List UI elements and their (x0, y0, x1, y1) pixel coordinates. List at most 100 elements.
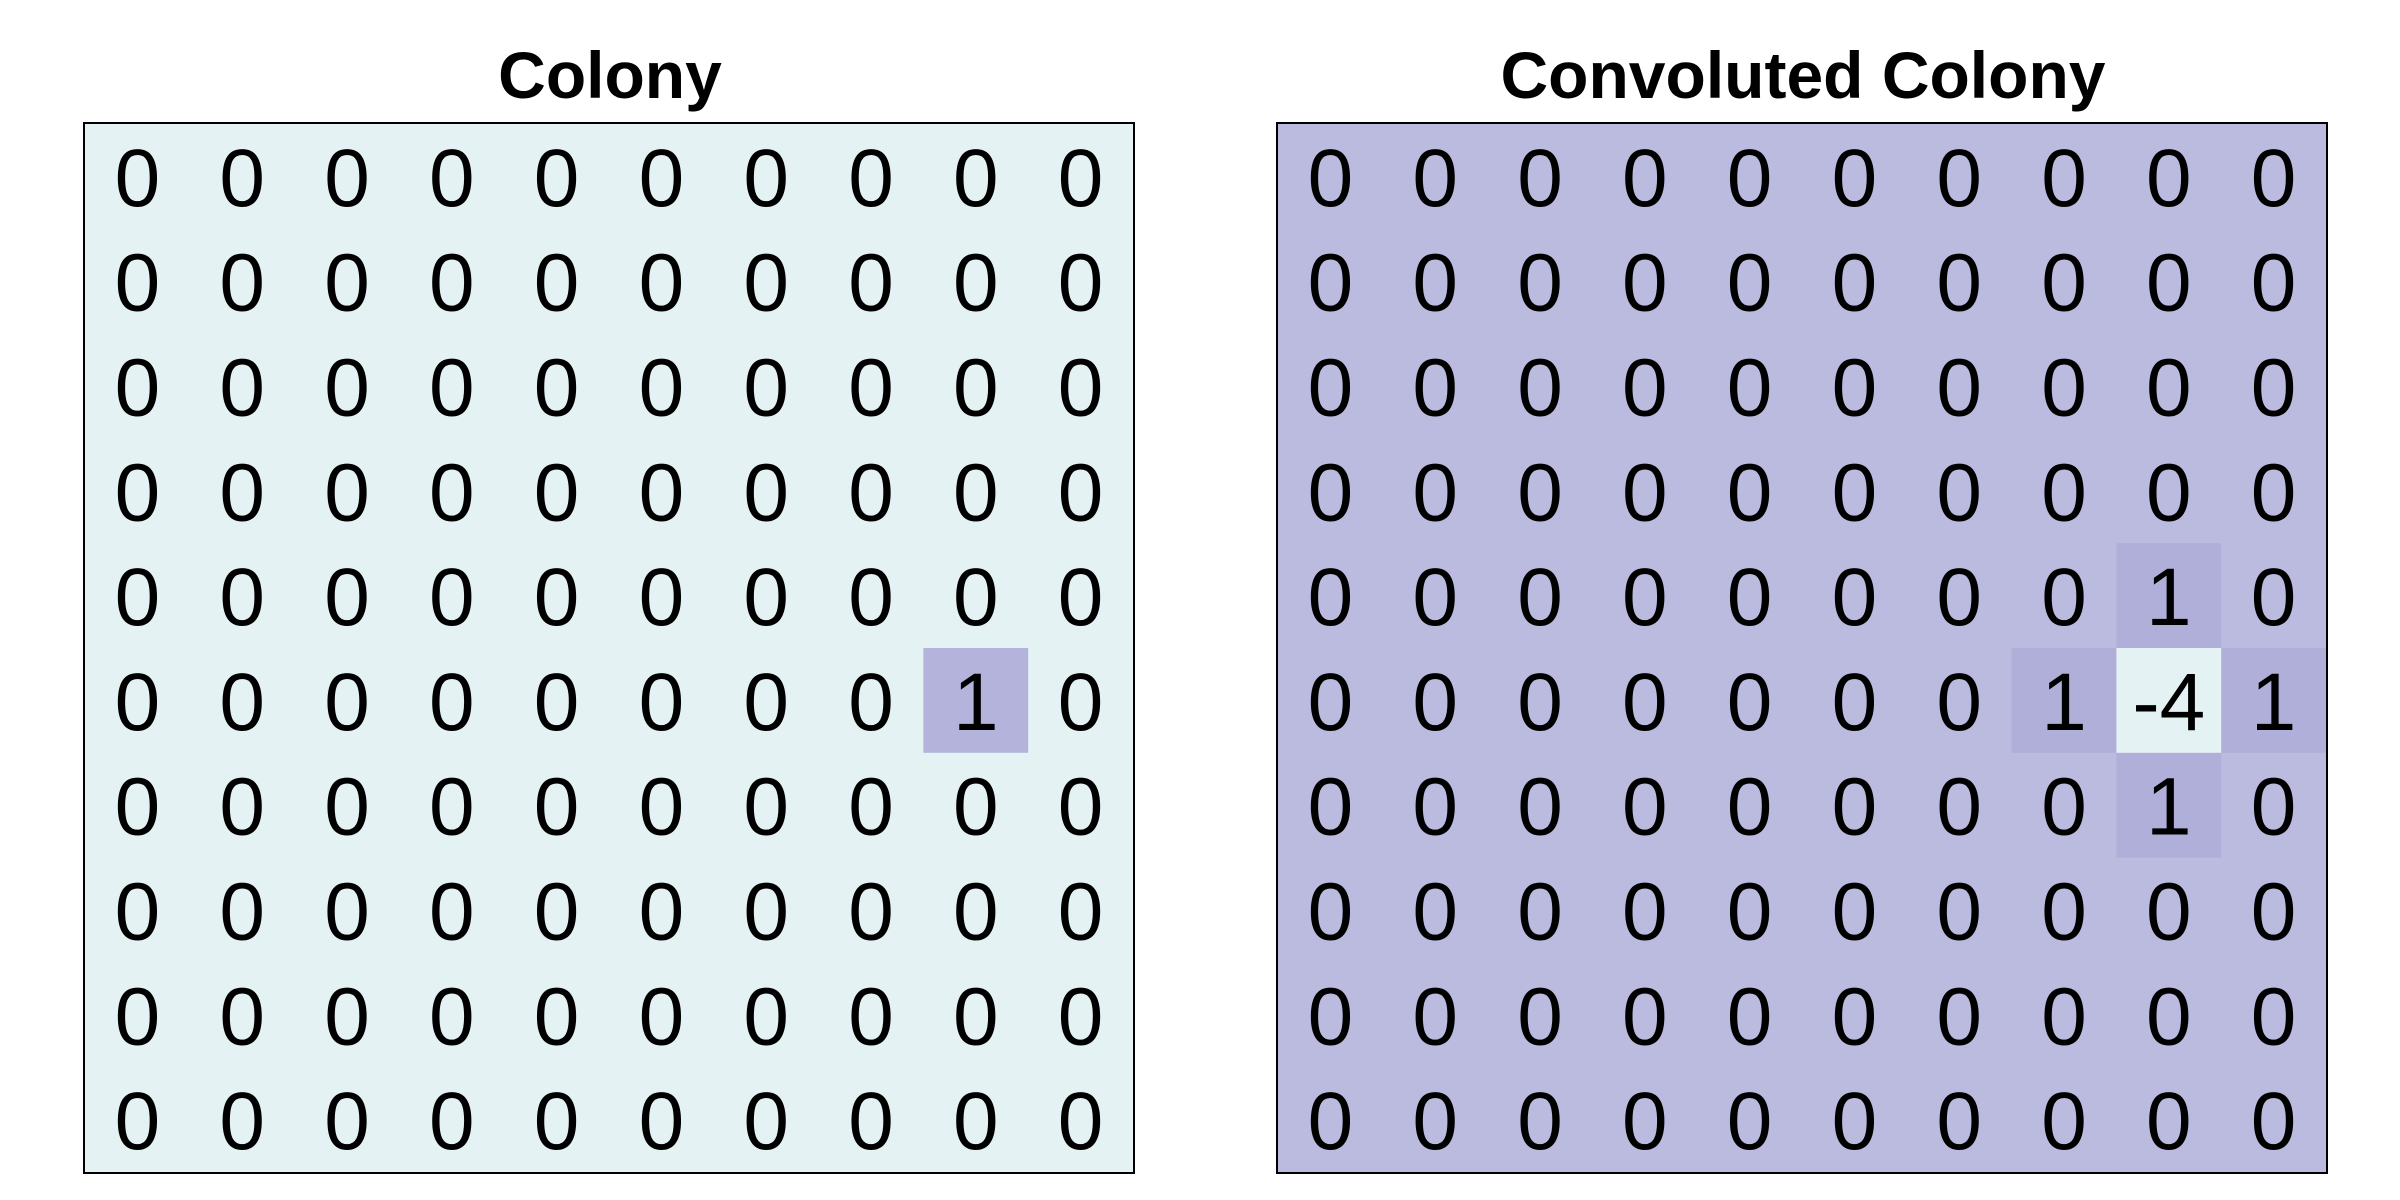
convoluted-colony-cell-6-0 (1278, 752, 1384, 859)
convoluted-colony-cell-label-5-1: 0 (1412, 657, 1458, 748)
colony-cell-7-8 (923, 857, 1029, 963)
convoluted-colony-cell-7-3 (1592, 857, 1698, 963)
colony-cell-label-7-5: 0 (639, 867, 685, 958)
colony-cell-label-5-8: 1 (953, 657, 999, 748)
convoluted-colony-cell-label-4-1: 0 (1412, 552, 1458, 643)
colony-cell-label-4-7: 0 (848, 552, 894, 643)
colony-cell-6-7 (818, 752, 924, 859)
convoluted-colony-cell-label-9-5: 0 (1832, 1076, 1878, 1167)
colony-cell-5-8 (923, 648, 1029, 754)
colony-cell-label-7-9: 0 (1058, 867, 1104, 958)
convoluted-colony-cell-5-9 (2221, 648, 2326, 754)
colony-cell-8-6 (713, 962, 820, 1068)
colony-cell-label-2-3: 0 (429, 343, 475, 434)
colony-cell-6-9 (1028, 752, 1133, 859)
colony-cell-4-4 (504, 543, 610, 649)
colony-cell-8-4 (504, 962, 610, 1068)
convoluted-colony-cell-3-4 (1697, 438, 1803, 544)
convoluted-colony-cell-6-2 (1487, 752, 1593, 859)
convoluted-colony-cell-1-1 (1382, 228, 1489, 335)
convoluted-colony-cell-9-3 (1592, 1067, 1698, 1172)
convoluted-colony-cell-8-9 (2221, 962, 2326, 1068)
convoluted-colony-cell-5-4 (1697, 648, 1803, 754)
convoluted-colony-cell-label-2-1: 0 (1412, 343, 1458, 434)
colony-cell-0-5 (609, 124, 715, 230)
convoluted-colony-cell-7-7 (2011, 857, 2117, 963)
colony-cell-label-7-8: 0 (953, 867, 999, 958)
colony-cell-label-7-0: 0 (115, 867, 161, 958)
colony-cell-6-0 (85, 752, 191, 859)
convoluted-colony-cell-label-8-6: 0 (1936, 971, 1982, 1062)
colony-cell-label-6-9: 0 (1058, 762, 1104, 853)
convoluted-colony-cell-label-4-2: 0 (1517, 552, 1563, 643)
colony-cell-7-5 (609, 857, 715, 963)
convoluted-colony-cell-1-3 (1592, 228, 1698, 335)
convoluted-colony-cell-5-1 (1382, 648, 1489, 754)
convoluted-colony-cell-6-6 (1906, 752, 2013, 859)
convoluted-colony-cell-0-6 (1906, 124, 2013, 230)
colony-cell-2-8 (923, 333, 1029, 439)
convoluted-colony-cell-1-7 (2011, 228, 2117, 335)
convoluted-colony-cell-label-1-1: 0 (1412, 238, 1458, 329)
colony-cell-label-6-5: 0 (639, 762, 685, 853)
colony-cell-2-3 (399, 333, 505, 439)
colony-cell-label-8-6: 0 (743, 971, 789, 1062)
colony-cell-label-8-2: 0 (324, 971, 370, 1062)
colony-cell-1-1 (189, 228, 296, 335)
colony-cell-label-4-9: 0 (1058, 552, 1104, 643)
convoluted-colony-cell-0-5 (1802, 124, 1908, 230)
colony-cell-4-5 (609, 543, 715, 649)
colony-cell-2-1 (189, 333, 296, 439)
colony-cell-9-0 (85, 1067, 191, 1172)
convoluted-colony-cell-label-5-8: -4 (2132, 657, 2205, 748)
convoluted-colony-cell-label-4-6: 0 (1936, 552, 1982, 643)
colony-cell-2-6 (713, 333, 820, 439)
convoluted-colony-cell-5-6 (1906, 648, 2013, 754)
convoluted-colony-cell-label-3-1: 0 (1412, 447, 1458, 538)
colony-cell-label-1-6: 0 (743, 238, 789, 329)
colony-cell-label-2-4: 0 (534, 343, 580, 434)
convoluted-colony-cell-label-0-7: 0 (2041, 133, 2087, 224)
colony-cell-label-3-0: 0 (115, 447, 161, 538)
convoluted-colony-cell-label-0-2: 0 (1517, 133, 1563, 224)
convoluted-colony-cell-5-3 (1592, 648, 1698, 754)
convoluted-colony-cell-label-3-8: 0 (2146, 447, 2192, 538)
colony-cell-7-3 (399, 857, 505, 963)
colony-cell-label-4-3: 0 (429, 552, 475, 643)
colony-cell-label-1-9: 0 (1058, 238, 1104, 329)
convoluted-colony-cell-label-2-2: 0 (1517, 343, 1563, 434)
colony-cell-label-7-7: 0 (848, 867, 894, 958)
colony-cell-label-5-0: 0 (115, 657, 161, 748)
convoluted-colony-cell-label-5-6: 0 (1936, 657, 1982, 748)
colony-cell-label-8-0: 0 (115, 971, 161, 1062)
convoluted-colony-cell-label-1-6: 0 (1936, 238, 1982, 329)
colony-cell-label-8-4: 0 (534, 971, 580, 1062)
convoluted-colony-cell-4-9 (2221, 543, 2326, 649)
convoluted-colony-cell-label-3-4: 0 (1727, 447, 1773, 538)
convoluted-colony-cell-7-8 (2116, 857, 2222, 963)
convoluted-colony-cell-3-7 (2011, 438, 2117, 544)
colony-cell-8-1 (189, 962, 296, 1068)
colony-cell-2-5 (609, 333, 715, 439)
colony-cell-1-6 (713, 228, 820, 335)
colony-cell-3-4 (504, 438, 610, 544)
colony-cell-8-3 (399, 962, 505, 1068)
convoluted-colony-cell-5-2 (1487, 648, 1593, 754)
convoluted-colony-cell-6-9 (2221, 752, 2326, 859)
colony-cell-3-5 (609, 438, 715, 544)
convoluted-colony-cell-label-4-7: 0 (2041, 552, 2087, 643)
colony-cell-4-6 (713, 543, 820, 649)
convoluted-colony-cell-label-8-7: 0 (2041, 971, 2087, 1062)
convoluted-colony-cell-label-6-9: 0 (2251, 762, 2297, 853)
colony-cell-6-1 (189, 752, 296, 859)
convoluted-colony-cell-label-9-8: 0 (2146, 1076, 2192, 1167)
convoluted-colony-cell-2-5 (1802, 333, 1908, 439)
colony-cell-label-7-1: 0 (219, 867, 265, 958)
colony-cell-label-0-2: 0 (324, 133, 370, 224)
colony-cell-label-0-5: 0 (639, 133, 685, 224)
convoluted-colony-cell-label-9-3: 0 (1622, 1076, 1668, 1167)
colony-cell-4-0 (85, 543, 191, 649)
convoluted-colony-cell-2-7 (2011, 333, 2117, 439)
convoluted-colony-cell-0-3 (1592, 124, 1698, 230)
convoluted-colony-cell-label-7-3: 0 (1622, 867, 1668, 958)
